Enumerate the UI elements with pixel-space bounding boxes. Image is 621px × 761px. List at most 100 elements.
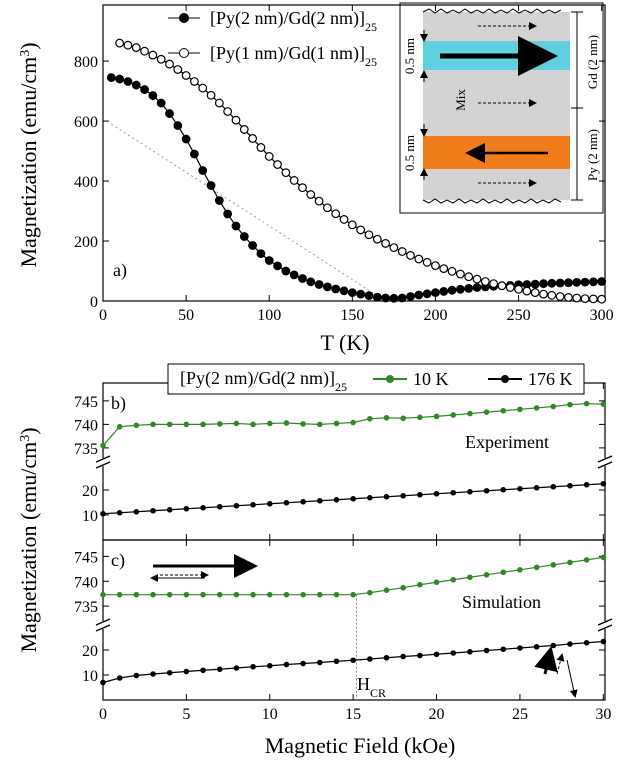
data-point — [422, 257, 432, 267]
data-point — [190, 149, 199, 159]
axis-break — [95, 455, 111, 463]
y-tick-label: 745 — [74, 394, 98, 411]
data-point — [317, 421, 323, 428]
data-point — [165, 109, 174, 118]
data-point — [600, 554, 607, 561]
y-tick-label: 600 — [74, 114, 98, 131]
y-tick-label: 740 — [74, 417, 98, 434]
data-point — [583, 400, 590, 407]
legend-marker — [179, 13, 189, 23]
data-point — [298, 183, 307, 193]
annotation: Simulation — [462, 592, 541, 612]
data-point — [206, 181, 216, 190]
data-point — [356, 225, 366, 235]
data-point — [433, 413, 440, 420]
data-point — [450, 650, 457, 656]
data-point — [381, 239, 390, 248]
data-point — [550, 642, 557, 649]
x-axis-label: Magnetic Field (kOe) — [265, 733, 456, 758]
legend-title-main: [Py(2 nm)/Gd(2 nm)] — [180, 368, 335, 389]
data-point — [497, 281, 507, 291]
data-point — [467, 488, 473, 495]
data-point — [567, 641, 573, 647]
data-point — [250, 501, 256, 508]
data-point — [266, 662, 273, 669]
data-point — [100, 591, 106, 598]
data-point — [447, 266, 457, 276]
data-point — [116, 509, 123, 516]
data-point — [148, 50, 158, 60]
axis-break — [95, 461, 111, 469]
data-point — [131, 80, 141, 90]
legend-label-main: [Py(1 nm)/Gd(1 nm)] — [210, 43, 365, 64]
data-point — [347, 288, 357, 298]
data-point — [547, 290, 557, 300]
data-point — [216, 421, 223, 427]
x-tick-label: 5 — [182, 706, 190, 723]
legend-title-sub: 25 — [335, 380, 347, 394]
data-point — [100, 510, 106, 517]
data-point — [400, 584, 406, 591]
data-point — [133, 672, 140, 679]
x-tick-label: 200 — [423, 307, 447, 324]
data-point — [166, 669, 173, 676]
axis-break-gap — [97, 621, 109, 629]
data-point — [116, 423, 123, 430]
axis-break — [597, 455, 613, 463]
y-axis-label-sup: 3 — [18, 435, 33, 442]
data-point — [190, 77, 199, 86]
data-point — [505, 283, 515, 292]
data-point — [580, 294, 590, 304]
data-point — [539, 289, 548, 299]
data-point — [266, 591, 273, 598]
data-point — [547, 278, 557, 288]
data-point — [483, 571, 490, 578]
data-point — [364, 230, 374, 240]
data-point — [467, 410, 473, 417]
data-point — [417, 652, 423, 659]
data-point — [600, 638, 607, 645]
data-point — [517, 485, 523, 492]
data-point — [500, 486, 507, 493]
data-point — [517, 406, 523, 413]
data-point — [140, 46, 149, 56]
data-point — [150, 507, 156, 514]
legend-label: [Py(1 nm)/Gd(1 nm)]25 — [210, 43, 377, 69]
data-point — [350, 419, 356, 426]
data-point — [383, 414, 390, 421]
data-point — [533, 643, 540, 650]
data-point — [597, 277, 607, 286]
x-tick-label: 20 — [429, 706, 445, 723]
data-point — [131, 43, 141, 52]
data-point — [133, 422, 140, 429]
data-point — [250, 663, 256, 670]
data-point — [333, 658, 340, 665]
data-point — [550, 483, 557, 490]
data-point — [472, 283, 482, 292]
data-point — [572, 293, 582, 303]
data-point — [406, 251, 415, 260]
data-point — [100, 442, 106, 449]
axis-break — [597, 461, 613, 469]
data-point — [597, 294, 607, 304]
x-tick-label: 300 — [590, 307, 614, 324]
data-point — [588, 277, 598, 287]
data-point — [100, 679, 106, 686]
data-point — [364, 291, 374, 301]
data-point — [564, 278, 573, 288]
data-point — [173, 65, 183, 74]
data-point — [433, 579, 440, 586]
data-point — [539, 279, 548, 289]
data-point — [200, 504, 206, 511]
data-point — [464, 284, 474, 293]
data-point — [314, 196, 324, 206]
inset-text: Gd (2 nm) — [585, 35, 600, 89]
data-point — [317, 659, 323, 666]
data-point — [422, 289, 432, 299]
data-point — [414, 290, 424, 300]
layer-bg — [423, 12, 570, 200]
data-point — [183, 505, 190, 512]
data-point — [588, 294, 598, 304]
annotation-main: H — [357, 674, 370, 694]
